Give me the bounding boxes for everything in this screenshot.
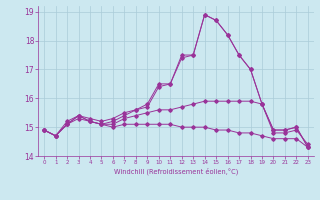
X-axis label: Windchill (Refroidissement éolien,°C): Windchill (Refroidissement éolien,°C) (114, 168, 238, 175)
